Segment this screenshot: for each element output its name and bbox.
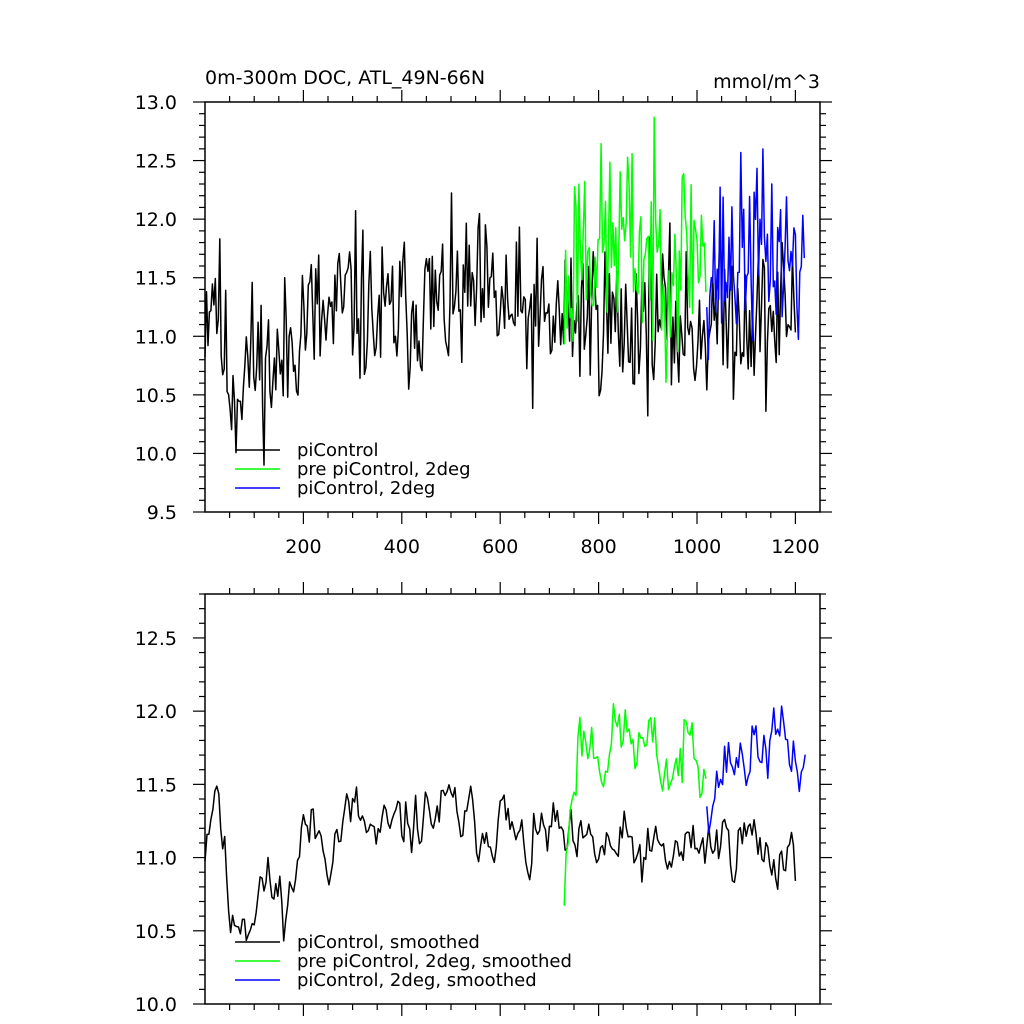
x-tick-label: 600 [482, 536, 518, 558]
top-series-lines [204, 116, 806, 466]
y-tick-label: 10.0 [135, 994, 177, 1016]
top-panel-title: 0m-300m DOC, ATL_49N-66N [205, 67, 485, 89]
y-tick-label: 10.5 [135, 385, 177, 407]
series-line-picontrol-smoothed [204, 784, 797, 942]
legend-label: piControl, smoothed [297, 932, 480, 953]
y-tick-label: 10.0 [135, 443, 177, 465]
y-tick-label: 12.5 [135, 151, 177, 173]
y-tick-label: 9.5 [147, 502, 177, 524]
series-line-pre-picontrol-2deg-smoothed [563, 702, 707, 906]
series-line-picontrol-2deg-smoothed [706, 705, 806, 834]
y-tick-label: 11.0 [135, 326, 177, 348]
series-line-pre-picontrol-2deg [563, 116, 707, 384]
legend-label: piControl [297, 440, 379, 461]
bottom-series-lines [204, 702, 806, 942]
series-line-picontrol-2deg [706, 148, 806, 361]
top-panel-units: mmol/m^3 [713, 71, 820, 93]
top-plot-frame [204, 101, 821, 513]
y-tick-label: 11.5 [135, 774, 177, 796]
legend-label: piControl, 2deg [297, 478, 435, 499]
y-tick-label: 11.5 [135, 268, 177, 290]
top-panel: 0m-300m DOC, ATL_49N-66N mmol/m^3 200 400… [135, 67, 832, 558]
y-tick-label: 10.5 [135, 921, 177, 943]
x-tick-label: 800 [580, 536, 616, 558]
bottom-panel: 10.0 10.5 11.0 11.5 12.0 12.5 piControl, smoo… [135, 582, 832, 1016]
x-tick-label: 200 [285, 536, 321, 558]
x-tick-label: 1000 [673, 536, 721, 558]
legend-label: piControl, 2deg, smoothed [297, 970, 537, 991]
y-tick-label: 12.5 [135, 628, 177, 650]
legend-label: pre piControl, 2deg, smoothed [297, 951, 572, 972]
top-axis-ticks: 200 400 600 800 1000 1200 9.5 10.0 10.5 11.0 11.5 1… [135, 90, 832, 558]
x-tick-label: 400 [384, 536, 420, 558]
bottom-axis-ticks: 10.0 10.5 11.0 11.5 12.0 12.5 [135, 582, 832, 1016]
series-line-picontrol [204, 192, 797, 466]
legend-label: pre piControl, 2deg [297, 459, 471, 480]
y-tick-label: 12.0 [135, 701, 177, 723]
x-tick-label: 1200 [771, 536, 819, 558]
y-tick-label: 11.0 [135, 848, 177, 870]
y-tick-label: 12.0 [135, 209, 177, 231]
y-tick-label: 13.0 [135, 92, 177, 114]
